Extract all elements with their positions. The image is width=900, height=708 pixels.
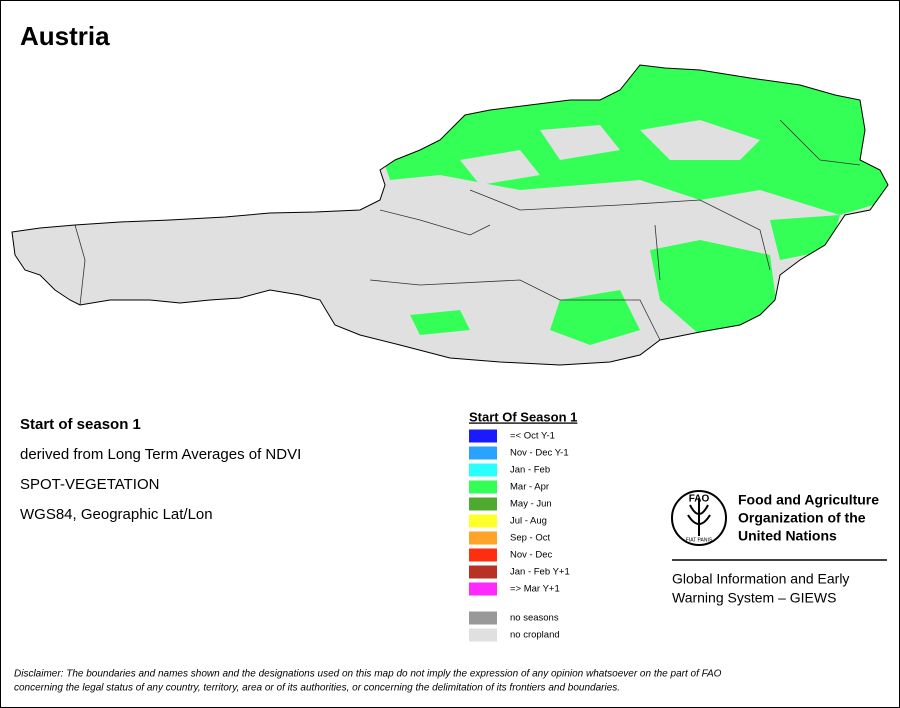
description-line: WGS84, Geographic Lat/Lon <box>20 506 213 523</box>
description-line: Start of season 1 <box>20 416 141 433</box>
legend-label: =< Oct Y-1 <box>510 431 555 442</box>
legend-swatch <box>469 582 497 596</box>
emblem-motto: FIAT PANIS <box>686 537 713 543</box>
organization-name: United Nations <box>738 528 837 544</box>
map-title: Austria <box>20 21 110 51</box>
legend-label: => Mar Y+1 <box>510 584 560 595</box>
emblem-text: FAO <box>689 494 710 505</box>
legend-label: Nov - Dec <box>510 550 552 561</box>
legend-label: May - Jun <box>510 499 552 510</box>
legend-label: Jul - Aug <box>510 516 547 527</box>
disclaimer: concerning the legal status of any count… <box>14 683 620 694</box>
legend-swatch <box>469 628 497 642</box>
fao-logo: FAO FIAT PANIS <box>671 490 887 561</box>
legend-label: Jan - Feb Y+1 <box>510 567 570 578</box>
description-line: SPOT-VEGETATION <box>20 476 159 493</box>
legend-swatch <box>469 548 497 562</box>
legend-label: Mar - Apr <box>510 482 549 493</box>
legend-title: Start Of Season 1 <box>469 409 577 424</box>
description-line: derived from Long Term Averages of NDVI <box>20 446 301 463</box>
legend-swatch <box>469 463 497 477</box>
legend-label: Sep - Oct <box>510 533 550 544</box>
legend-swatch <box>469 429 497 443</box>
legend-swatch <box>469 514 497 528</box>
legend-swatch <box>469 565 497 579</box>
system-name: Global Information and Early <box>672 571 849 587</box>
organization-name: Food and Agriculture <box>738 492 879 508</box>
system-name: Warning System – GIEWS <box>672 590 836 606</box>
legend-label: Nov - Dec Y-1 <box>510 448 569 459</box>
legend-label: Jan - Feb <box>510 465 550 476</box>
legend-label: no cropland <box>510 630 560 641</box>
disclaimer: Disclaimer: The boundaries and names sho… <box>14 669 722 680</box>
legend-swatch <box>469 611 497 625</box>
organization-name: Organization of the <box>738 510 866 526</box>
legend-label: no seasons <box>510 613 559 624</box>
legend-swatch <box>469 446 497 460</box>
country-map <box>11 64 889 366</box>
legend-swatch <box>469 497 497 511</box>
legend-swatch <box>469 480 497 494</box>
legend-swatch <box>469 531 497 545</box>
